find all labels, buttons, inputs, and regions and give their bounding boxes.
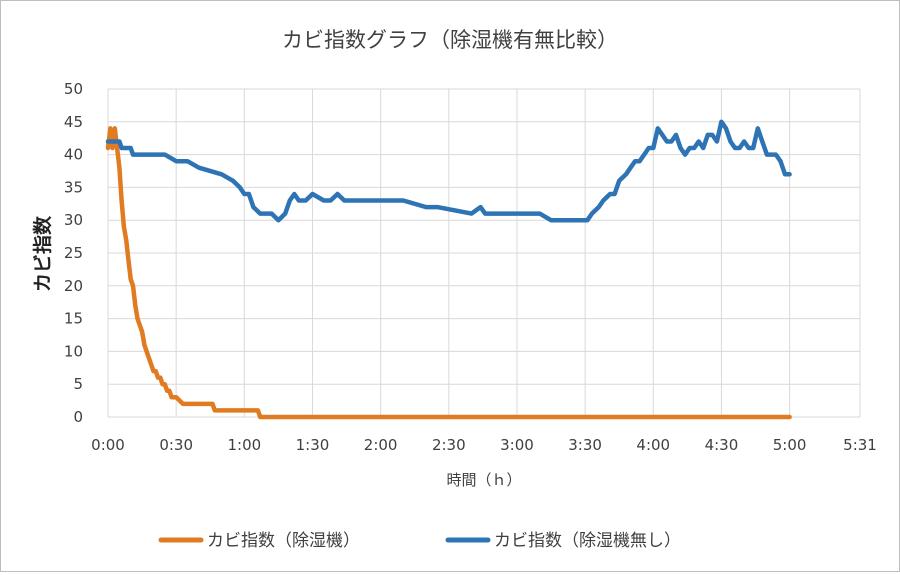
y-tick-label: 20 [64,277,83,295]
y-tick-label: 25 [64,244,83,262]
legend-label-2: カビ指数（除湿機無し） [494,531,681,551]
x-tick-label: 3:00 [500,436,534,454]
series-layer [105,119,792,420]
x-axis-label: 時間（ｈ） [446,471,521,489]
series-line-2 [105,119,792,223]
y-tick-label: 45 [64,113,83,131]
x-tick-label: 0:00 [91,436,125,454]
y-tick-label: 40 [64,146,83,164]
series-line-1 [105,126,792,420]
x-tick-label: 5:31 [843,436,877,454]
y-axis-label: カビ指数 [31,215,54,292]
chart-title: カビ指数グラフ（除湿機有無比較） [282,28,618,52]
x-tick-label: 5:00 [773,436,807,454]
y-tick-label: 50 [64,80,83,98]
x-tick-label: 3:30 [568,436,602,454]
y-tick-label: 30 [64,211,83,229]
legend: カビ指数（除湿機） カビ指数（除湿機無し） [158,531,681,551]
grid-lines [107,88,861,418]
y-tick-label: 5 [73,375,83,393]
x-tick-label: 2:30 [432,436,466,454]
y-tick-label: 35 [64,178,83,196]
y-axis-ticks: 0 5 10 15 20 25 30 35 40 45 50 [64,80,83,426]
legend-label-1: カビ指数（除湿機） [207,531,360,551]
x-tick-label: 0:30 [159,436,193,454]
x-tick-label: 4:00 [636,436,670,454]
x-tick-label: 1:30 [296,436,330,454]
x-tick-label: 4:30 [705,436,739,454]
x-tick-label: 2:00 [364,436,398,454]
x-tick-label: 1:00 [227,436,261,454]
y-tick-label: 15 [64,310,83,328]
y-tick-label: 0 [73,408,83,426]
x-axis-ticks: 0:00 0:30 1:00 1:30 2:00 2:30 3:00 3:30 4:00 4:30… [91,436,877,454]
y-tick-label: 10 [64,342,83,360]
